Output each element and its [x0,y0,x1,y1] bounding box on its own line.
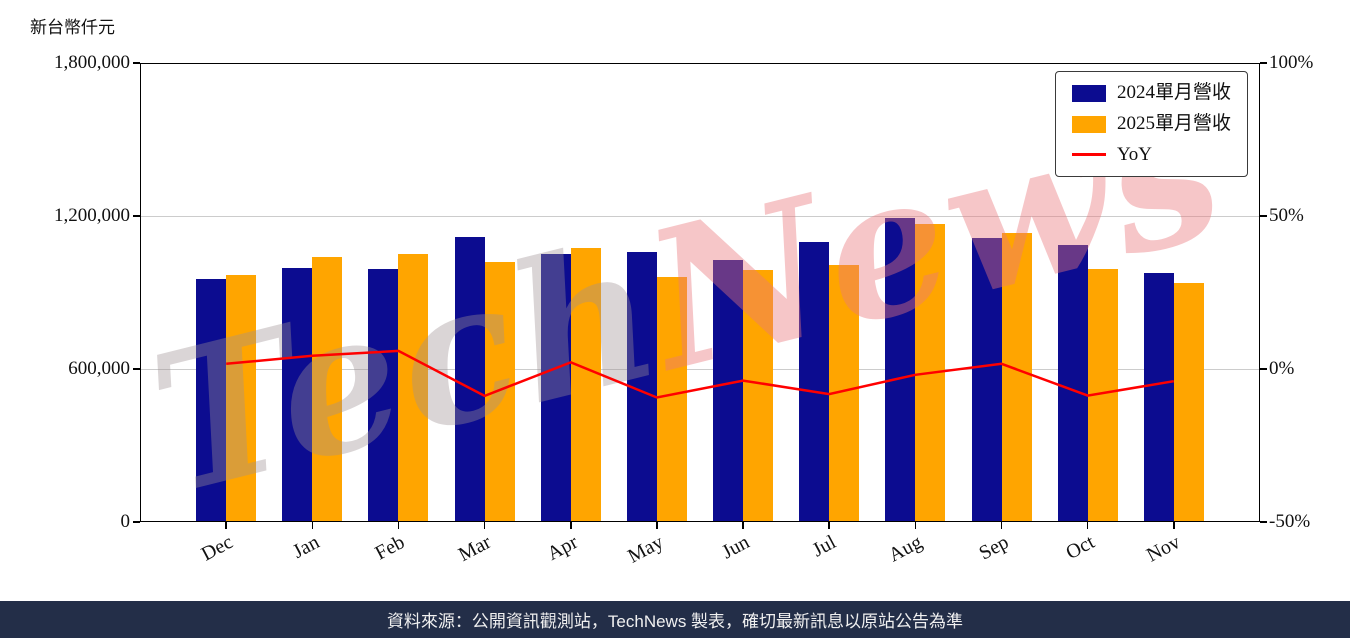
right-axis-tick-label: -50% [1269,511,1311,532]
bar-2025-apr [570,248,601,522]
left-axis-tick-label: 1,800,000 [54,52,130,73]
y-axis-left: 0 600,000 1,200,000 1,800,000 [0,52,130,532]
bottom-tick-mark [1173,522,1175,529]
left-axis-tick-label: 600,000 [68,358,130,379]
bottom-tick-mark [656,522,658,529]
bottom-tick-mark [483,522,486,529]
right-tick-mark [1260,62,1267,64]
right-axis-tick-label: 0% [1269,358,1295,379]
bar-2024-aug [885,218,916,522]
x-axis-label-sep: Sep [975,531,1012,565]
legend-item-2025: 2025單月營收 [1071,112,1231,136]
bottom-tick-mark [742,522,744,529]
left-axis-tick-label: 1,200,000 [54,205,130,226]
source-footer: 資料來源：公開資訊觀測站，TechNews 製表，確切最新訊息以原站公告為準 [0,601,1350,638]
bar-2025-mar [484,261,515,522]
bottom-tick-mark [914,522,917,529]
bottom-tick-mark [1000,522,1003,529]
bottom-tick-mark [570,522,572,529]
right-tick-mark [1260,368,1267,370]
bar-2024-feb [368,269,399,522]
x-axis-label-jan: Jan [288,531,323,563]
x-axis-label-jun: Jun [718,531,754,564]
x-axis-label-dec: Dec [197,531,237,566]
bottom-tick-mark [1086,522,1089,529]
source-footer-text: 資料來源：公開資訊觀測站，TechNews 製表，確切最新訊息以原站公告為準 [386,612,964,631]
right-tick-mark [1260,215,1267,217]
legend-item-yoy: YoY [1071,143,1231,167]
left-tick-mark [133,368,140,370]
bar-2025-may [656,276,687,522]
bar-2024-nov [1143,273,1174,522]
y-axis-unit-label: 新台幣仟元 [30,18,115,37]
bar-2024-apr [540,254,571,522]
legend-item-2024: 2024單月營收 [1071,82,1231,105]
y-axis-right: -50% 0% 50% 100% [1269,52,1349,532]
legend-label-yoy: YoY [1116,143,1153,165]
bar-2024-jul [799,242,830,522]
left-tick-mark [133,521,140,523]
bar-2024-sep [971,237,1002,522]
left-axis-tick-label: 0 [120,511,131,532]
bars-layer [140,63,1260,522]
bar-2024-jan [282,268,313,522]
bar-2025-dec [226,274,257,522]
yoy-line-layer [226,349,1175,399]
gridline [140,215,1260,217]
plot-area: TechNews 2024單月營收 2025單月營收 YoY [132,56,1260,537]
left-tick-mark [133,215,140,217]
right-tick-mark [1260,521,1267,523]
left-tick-mark [133,62,140,64]
x-axis-label-jul: Jul [808,531,840,562]
bottom-tick-mark [311,522,314,529]
legend-swatch-yoy [1071,153,1106,157]
legend-swatch-2025 [1071,115,1106,133]
bar-2024-jun [713,260,744,522]
x-axis-label-feb: Feb [371,531,409,565]
bar-2025-nov [1173,283,1204,522]
bar-2024-oct [1057,245,1088,522]
x-axis-label-nov: Nov [1143,531,1185,567]
bottom-tick-mark [397,522,400,529]
x-axis-label-aug: Aug [884,531,926,567]
right-axis-tick-label: 100% [1269,52,1314,73]
x-axis-label-oct: Oct [1062,531,1099,564]
bar-2025-jan [312,257,343,522]
right-axis-tick-label: 50% [1269,205,1304,226]
legend-swatch-2024 [1071,84,1106,102]
legend-label-2025: 2025單月營收 [1116,112,1231,134]
bar-2024-mar [454,236,485,522]
grid-layer [140,63,1260,522]
legend: 2024單月營收 2025單月營收 YoY [1054,71,1248,178]
legend-label-2024: 2024單月營收 [1116,82,1231,103]
bar-2025-jun [743,270,774,522]
bottom-tick-mark [828,522,830,529]
bar-2024-dec [196,279,227,522]
gridline [140,368,1260,370]
bar-2025-sep [1001,233,1032,522]
yoy-line [226,349,1175,399]
bottom-tick-mark [225,522,227,529]
x-axis-label-may: May [624,531,668,568]
x-axis-label-apr: Apr [543,531,582,566]
bar-2025-feb [398,254,429,522]
x-axis-label-mar: Mar [455,531,495,567]
